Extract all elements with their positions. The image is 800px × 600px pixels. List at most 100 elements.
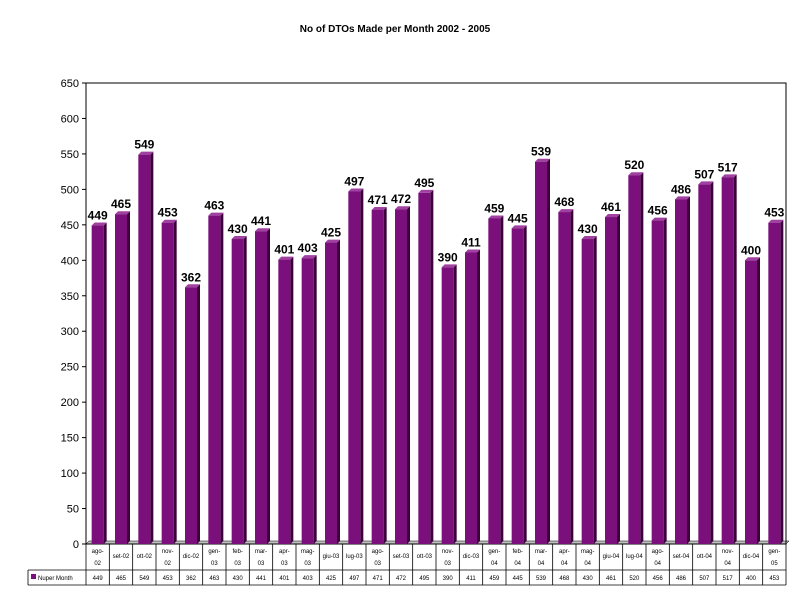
bar-top (255, 228, 270, 232)
bar-side (663, 217, 667, 545)
data-table-value: 445 (513, 576, 524, 582)
category-label: nov- (162, 549, 174, 555)
category-label: 04 (561, 561, 568, 567)
legend-label: Nuper Month (38, 576, 73, 582)
category-label: ott-03 (417, 554, 433, 560)
bar-top (558, 209, 574, 213)
category-label: nov- (442, 549, 454, 555)
category-label: 03 (374, 561, 381, 567)
category-label: dic-03 (463, 554, 480, 560)
bar-top (698, 181, 714, 185)
data-table-value: 403 (303, 576, 314, 582)
category-label: gen- (768, 549, 780, 555)
bar-side (500, 215, 504, 544)
category-label: apr- (279, 549, 290, 555)
bar-top (91, 222, 107, 226)
data-label: 497 (344, 175, 364, 189)
data-label: 430 (578, 222, 598, 236)
y-tick-label: 500 (61, 184, 79, 196)
bar-top (418, 189, 434, 193)
y-tick-label: 100 (61, 468, 79, 480)
data-label: 453 (764, 206, 784, 220)
bar-top (465, 249, 480, 253)
data-label: 507 (694, 167, 714, 181)
data-label: 449 (88, 209, 108, 223)
data-label: 411 (461, 236, 481, 250)
bar (465, 252, 477, 544)
y-tick-label: 200 (61, 397, 79, 409)
bar-side (453, 264, 457, 544)
bar (721, 177, 734, 544)
bar-side (523, 225, 527, 544)
bar-side (780, 219, 784, 545)
data-table-value: 472 (396, 576, 407, 582)
bar-side (360, 188, 364, 544)
y-tick-label: 600 (61, 113, 79, 125)
bar-top (348, 188, 364, 192)
category-label: 03 (234, 561, 241, 567)
bar-side (337, 239, 340, 545)
category-label: dic-02 (183, 554, 200, 560)
data-label: 390 (438, 250, 458, 264)
y-tick-label: 0 (73, 539, 79, 551)
category-label: nov- (722, 549, 734, 555)
data-table-value: 449 (93, 576, 104, 582)
data-table-value: 430 (583, 576, 594, 582)
bar-side (710, 181, 714, 545)
category-label: mar- (255, 549, 267, 555)
category-label: gen- (208, 549, 220, 555)
bar-top (395, 206, 410, 210)
category-label: gen- (488, 549, 500, 555)
category-label: set-04 (673, 554, 690, 560)
data-table-value: 549 (139, 576, 150, 582)
bar-top (721, 174, 737, 178)
plot-area: 0501001502002503003504004505005506006504… (27, 78, 790, 586)
bar (395, 209, 407, 544)
data-label: 471 (368, 193, 388, 207)
y-tick-label: 450 (61, 220, 79, 232)
data-label: 549 (134, 138, 154, 152)
data-table-value: 486 (676, 576, 687, 582)
category-label: 04 (514, 561, 521, 567)
category-label: mag- (301, 549, 315, 555)
category-label: apr- (559, 549, 570, 555)
data-table-value: 507 (699, 576, 710, 582)
legend-swatch (31, 574, 36, 579)
bar-top (511, 225, 527, 229)
data-label: 463 (204, 199, 224, 213)
y-tick-label: 50 (67, 504, 79, 516)
data-table-value: 497 (349, 576, 360, 582)
bar (441, 267, 454, 544)
bar-top (208, 212, 224, 216)
y-tick-label: 650 (61, 78, 79, 90)
bar (278, 259, 291, 544)
data-table-value: 401 (279, 576, 290, 582)
y-tick-label: 300 (61, 326, 79, 338)
data-table-value: 461 (606, 576, 617, 582)
bar-side (290, 256, 294, 544)
bar-side (593, 236, 597, 544)
bar-top (301, 255, 317, 259)
bar-side (757, 257, 760, 544)
data-table-value: 495 (419, 576, 430, 582)
data-label: 401 (274, 243, 294, 257)
category-label: set-03 (393, 554, 410, 560)
category-label: 05 (771, 561, 778, 567)
bar (768, 222, 781, 545)
category-label: ott-04 (697, 554, 713, 560)
category-label: feb- (232, 549, 242, 555)
y-tick-label: 250 (61, 362, 79, 374)
bar (745, 260, 757, 544)
category-label: 04 (654, 561, 661, 567)
bar (675, 199, 687, 544)
bar (418, 192, 431, 544)
bar (511, 228, 524, 544)
data-label: 465 (111, 197, 131, 211)
bar (605, 217, 617, 544)
bar (161, 222, 174, 545)
data-table-value: 463 (209, 576, 220, 582)
data-label: 517 (718, 160, 738, 174)
y-tick-label: 400 (61, 255, 79, 267)
data-label: 459 (484, 201, 504, 215)
category-label: 02 (94, 561, 101, 567)
